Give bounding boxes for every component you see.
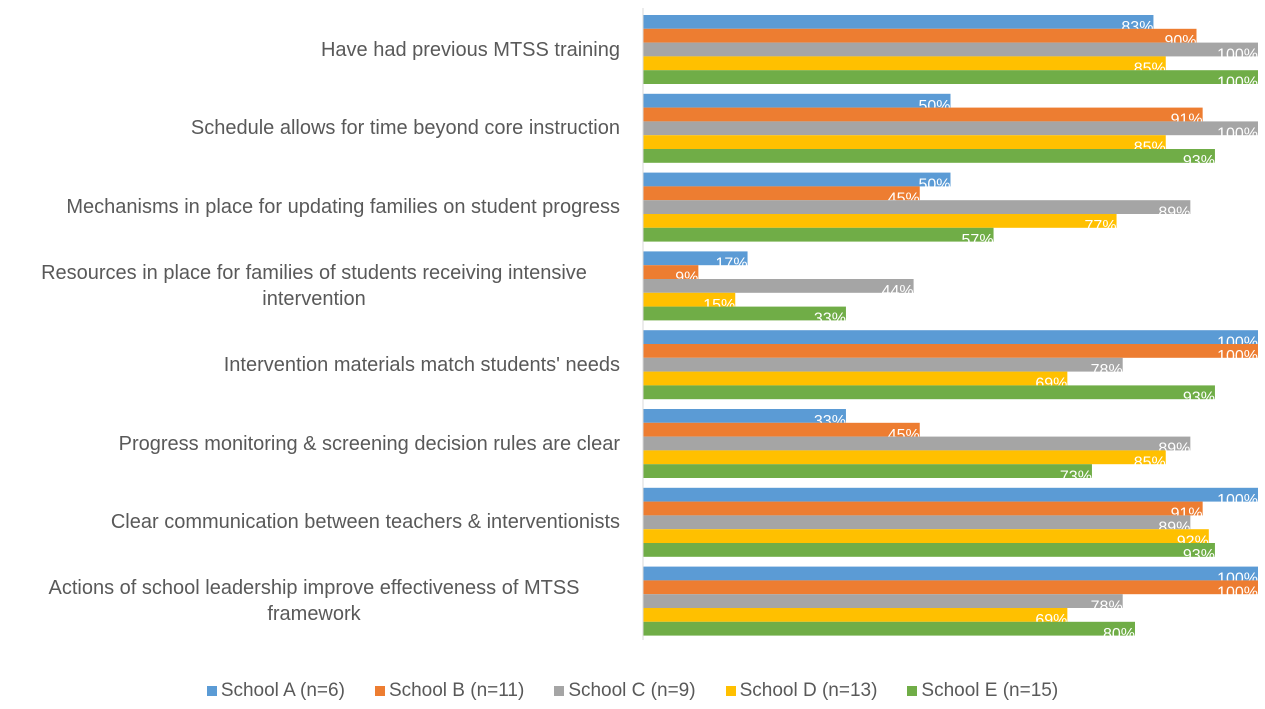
category-label: Schedule allows for time beyond core ins… [0, 94, 620, 163]
legend-swatch [907, 686, 918, 696]
data-label: 100% [1217, 348, 1258, 365]
bar [643, 121, 1258, 136]
data-label: 100% [1217, 492, 1258, 509]
bar [643, 56, 1166, 71]
category-label: Mechanisms in place for updating familie… [0, 173, 620, 242]
bar [643, 450, 1166, 465]
category-text: Mechanisms in place for updating familie… [66, 196, 620, 219]
legend-label: School B (n=11) [388, 680, 525, 701]
data-label: 89% [1158, 204, 1190, 221]
data-label: 73% [1060, 468, 1092, 485]
data-label: 89% [1158, 441, 1190, 458]
bar [643, 214, 1117, 228]
category-label: Have had previous MTSS training [0, 15, 620, 84]
bar [643, 292, 736, 307]
bar [643, 70, 1258, 84]
bar [643, 464, 1092, 478]
category-label: Clear communication between teachers & i… [0, 488, 620, 557]
bar [643, 15, 1154, 29]
legend-item: School C (n=9) [554, 680, 696, 702]
category-text: Intervention materials match students' n… [223, 353, 620, 376]
legend-swatch [374, 686, 385, 696]
bar [643, 107, 1203, 122]
legend-label: School A (n=6) [220, 680, 345, 701]
bar [643, 149, 1215, 163]
legend-swatch [206, 686, 217, 696]
category-label: Progress monitoring & screening decision… [0, 409, 620, 478]
bar [643, 135, 1166, 149]
legend-item: School A (n=6) [206, 680, 345, 702]
bar [643, 172, 951, 187]
legend-item: School B (n=11) [374, 680, 525, 702]
category-label: Resources in place for families of stude… [0, 251, 620, 320]
bar [643, 543, 1215, 557]
bar [643, 529, 1209, 543]
bar [643, 621, 1135, 636]
bar [643, 409, 846, 423]
data-label: 93% [1183, 390, 1215, 407]
category-text: Have had previous MTSS training [320, 38, 620, 61]
category-label: Intervention materials match students' n… [0, 330, 620, 399]
data-label: 100% [1217, 126, 1258, 143]
bar [643, 487, 1258, 502]
bar [643, 93, 951, 108]
category-text: Resources in place for families of stude… [41, 261, 587, 310]
bar [643, 28, 1197, 43]
data-label: 93% [1183, 153, 1215, 170]
bar [643, 200, 1191, 214]
data-label: 57% [962, 232, 994, 249]
legend-label: School C (n=9) [568, 680, 696, 701]
data-label: 78% [1091, 598, 1123, 615]
legend-swatch [725, 686, 736, 696]
data-label: 100% [1217, 74, 1258, 91]
legend-label: School D (n=13) [739, 680, 878, 701]
data-label: 33% [814, 311, 846, 328]
bar [643, 227, 994, 242]
legend-label: School E (n=15) [921, 680, 1059, 701]
data-label: 78% [1091, 362, 1123, 379]
data-label: 77% [1085, 218, 1117, 235]
bar [643, 330, 1258, 344]
bar [643, 265, 699, 279]
data-label: 93% [1183, 547, 1215, 564]
legend-swatch [554, 686, 565, 696]
legend-item: School E (n=15) [907, 680, 1058, 702]
bar [643, 422, 920, 437]
bar [643, 306, 846, 321]
bar [643, 436, 1191, 451]
legend: School A (n=6) School B (n=11) School C (n… [0, 680, 1265, 702]
data-label: 50% [918, 177, 950, 194]
category-text: Schedule allows for time beyond core ins… [190, 117, 620, 140]
category-text: Actions of school leadership improve eff… [48, 577, 580, 626]
category-text: Progress monitoring & screening decision… [118, 432, 620, 455]
bar [643, 357, 1123, 372]
bar [643, 515, 1191, 530]
data-label: 100% [1217, 585, 1258, 602]
bar [643, 186, 920, 201]
bar [643, 385, 1215, 400]
bar [643, 344, 1258, 358]
bar [643, 608, 1068, 622]
bar [643, 501, 1203, 516]
data-label: 17% [716, 256, 748, 273]
category-text: Clear communication between teachers & i… [110, 511, 620, 534]
data-label: 100% [1217, 47, 1258, 64]
data-label: 44% [882, 283, 914, 300]
data-label: 80% [1103, 626, 1135, 643]
bar [643, 594, 1123, 608]
bar [643, 566, 1258, 581]
bar [643, 42, 1258, 57]
bar [643, 251, 748, 266]
data-label: 85% [1134, 455, 1166, 472]
bar [643, 580, 1258, 595]
bar [643, 279, 914, 293]
bar [643, 371, 1068, 386]
category-label: Actions of school leadership improve eff… [0, 567, 620, 636]
legend-item: School D (n=13) [725, 680, 878, 702]
